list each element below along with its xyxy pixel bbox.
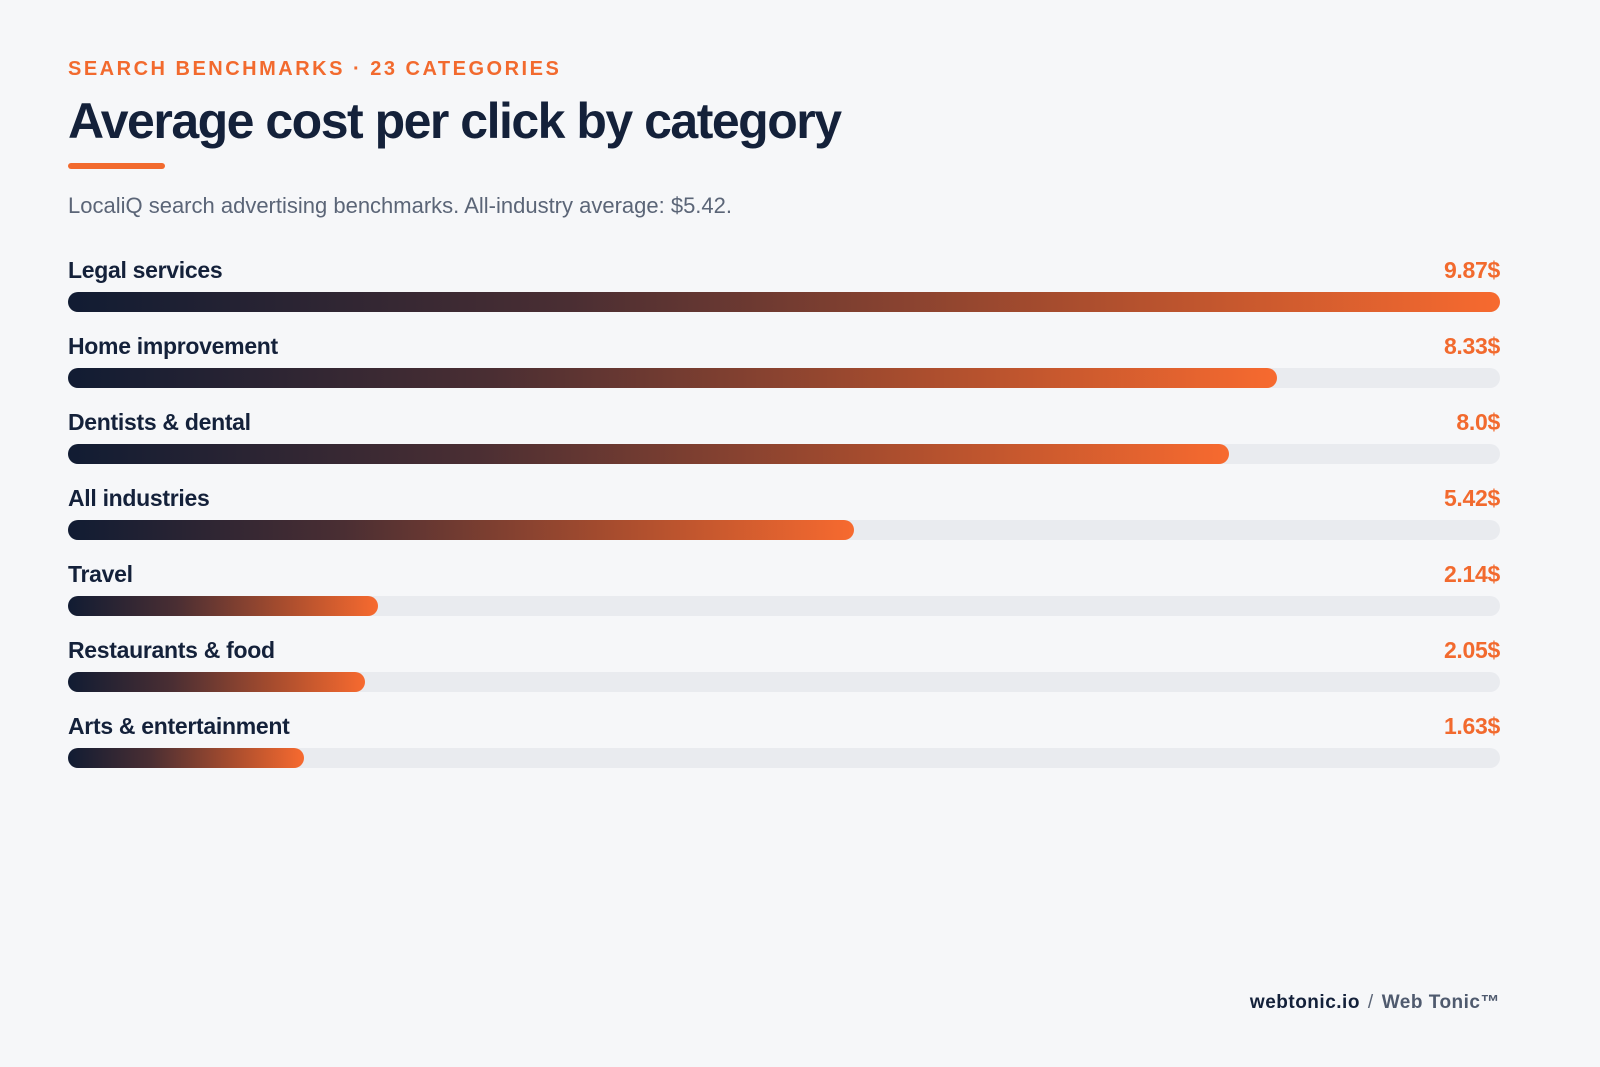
bar-value-label: 9.87$ <box>1443 257 1500 283</box>
bar-fill <box>68 520 855 540</box>
bar-value-label: 2.05$ <box>1443 637 1500 663</box>
bar-fill <box>68 748 305 768</box>
footer-brand: Web Tonic™ <box>1381 992 1500 1013</box>
bar-fill <box>68 368 1277 388</box>
bar-fill <box>68 672 366 692</box>
bar-track <box>68 292 1500 312</box>
bar-label: All industries <box>68 485 210 511</box>
page-title: Average cost per click by category <box>68 93 842 149</box>
bar-label: Dentists & dental <box>68 409 251 435</box>
bar-row: All industries 5.42$ <box>68 482 1500 558</box>
bar-track <box>68 748 1500 768</box>
bar-fill <box>68 292 1500 312</box>
bar-value-label: 8.0$ <box>1456 409 1500 435</box>
bar-row: Arts & entertainment 1.63$ <box>68 710 1500 786</box>
bar-fill <box>68 596 379 616</box>
footer-credit: webtonic.io / Web Tonic™ <box>1250 992 1500 1014</box>
bar-value-label: 2.14$ <box>1443 561 1500 587</box>
bar-track <box>68 444 1500 464</box>
footer-domain: webtonic.io <box>1249 992 1360 1013</box>
bar-fill <box>68 444 1229 464</box>
bar-value-label: 1.63$ <box>1443 713 1500 739</box>
bar-label: Home improvement <box>68 333 278 359</box>
bar-value-label: 5.42$ <box>1443 485 1500 511</box>
bar-value-label: 8.33$ <box>1443 333 1500 359</box>
bar-track <box>68 596 1500 616</box>
bar-label: Restaurants & food <box>68 637 275 663</box>
bar-row: Home improvement 8.33$ <box>68 330 1500 406</box>
bar-row: Restaurants & food 2.05$ <box>68 634 1500 710</box>
bar-label: Travel <box>68 561 133 587</box>
bar-row: Dentists & dental 8.0$ <box>68 406 1500 482</box>
eyebrow-label: SEARCH BENCHMARKS · 23 CATEGORIES <box>68 58 562 80</box>
title-underline <box>68 163 165 169</box>
bar-label: Legal services <box>68 257 223 283</box>
bar-row: Legal services 9.87$ <box>68 254 1500 330</box>
bar-chart: Legal services 9.87$ Home improvement 8.33$… <box>68 254 1500 786</box>
bar-track <box>68 368 1500 388</box>
chart-subtitle: LocaliQ search advertising benchmarks. A… <box>68 193 733 218</box>
bar-track <box>68 672 1500 692</box>
bar-row: Travel 2.14$ <box>68 558 1500 634</box>
bar-label: Arts & entertainment <box>68 713 290 739</box>
bar-track <box>68 520 1500 540</box>
footer-separator: / <box>1367 992 1374 1013</box>
